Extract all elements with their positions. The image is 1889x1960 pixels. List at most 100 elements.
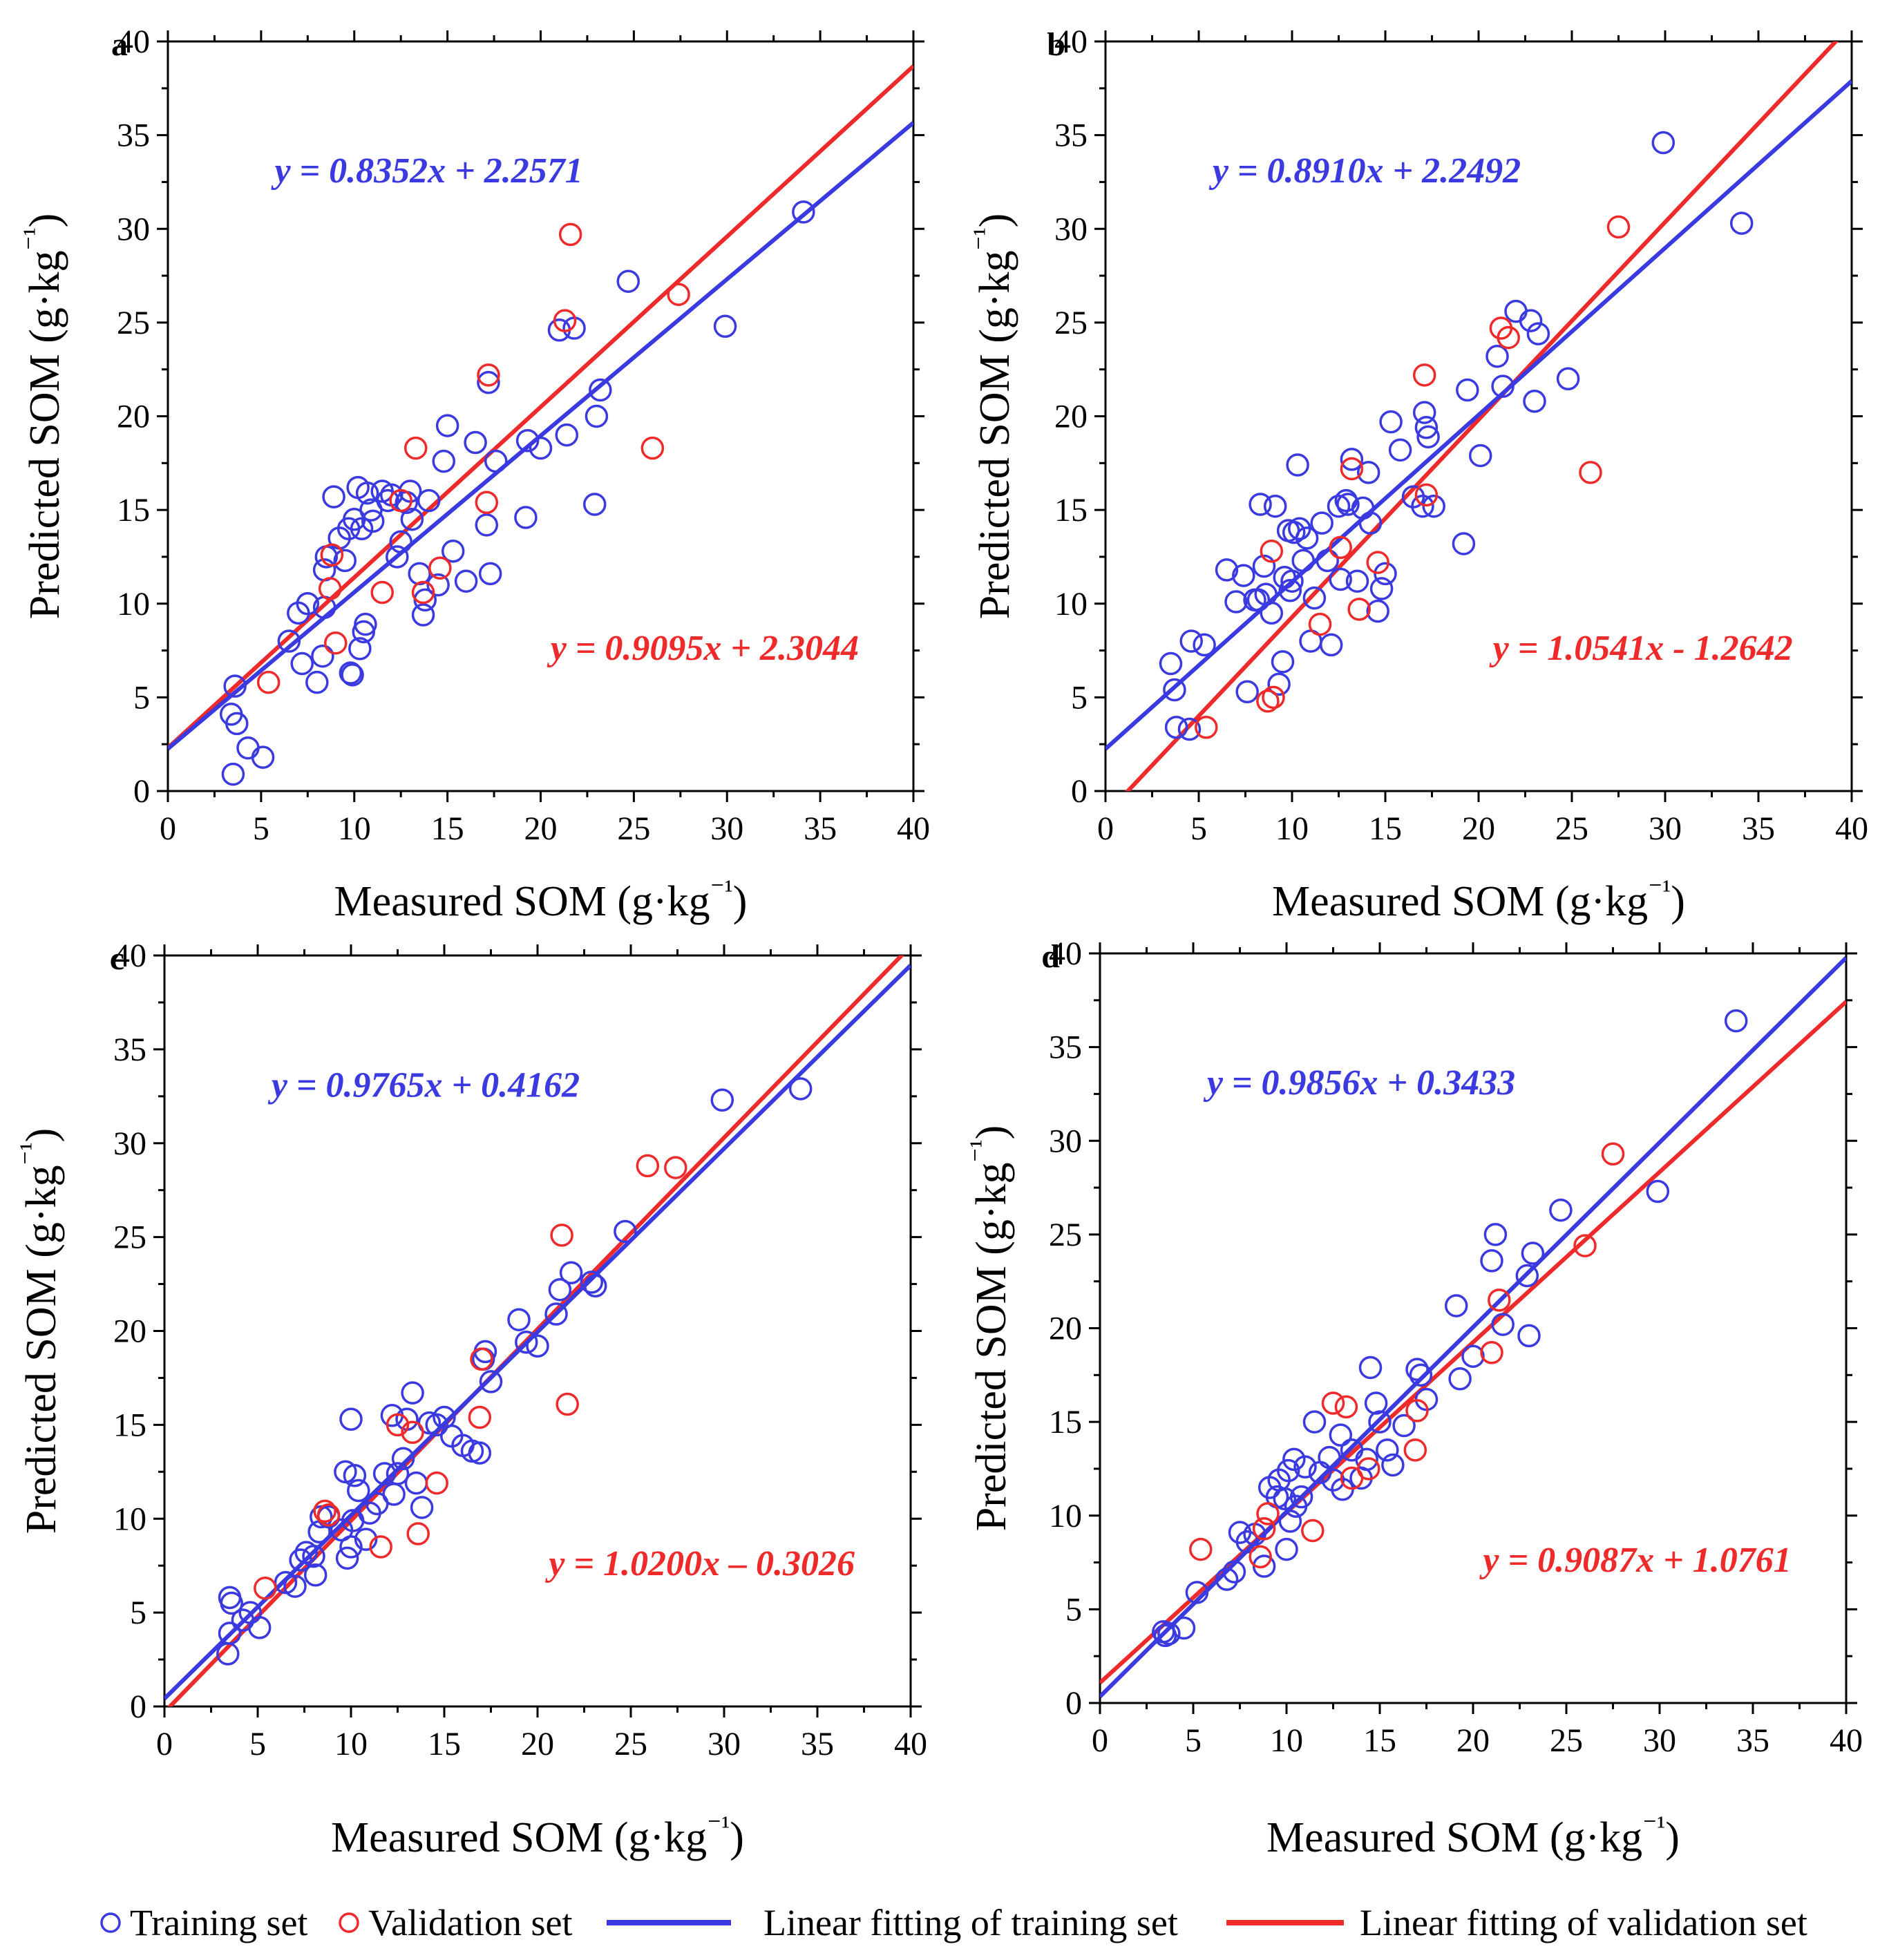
- x-axis-title: Measured SOM (g·kg⁻¹): [331, 1810, 744, 1861]
- validation-point: [1256, 1502, 1280, 1525]
- training-point: [479, 1370, 503, 1393]
- panel-b: 0 5 10 15 20 25 30 35 400510152025303540bMeasure…: [967, 23, 1868, 925]
- training-point: [389, 530, 412, 553]
- training-point: [1452, 532, 1476, 555]
- training-point: [289, 1548, 312, 1572]
- validation-equation: y = 1.0541x - 1.2642: [1489, 629, 1793, 668]
- x-tick-label: 10: [338, 810, 371, 847]
- training-point: [713, 314, 737, 339]
- training-point: [1278, 579, 1302, 602]
- training-point: [1215, 558, 1239, 582]
- x-tick-label: 0: [160, 810, 176, 847]
- training-point: [507, 1308, 531, 1331]
- training-point: [1405, 1358, 1429, 1381]
- training-point: [339, 661, 363, 685]
- validation-point: [475, 491, 499, 515]
- training-point: [354, 612, 377, 636]
- y-tick-label: 25: [117, 305, 150, 341]
- x-tick-label: 5: [1185, 1722, 1202, 1759]
- y-tick-label: 30: [117, 211, 150, 247]
- training-point: [401, 1381, 424, 1405]
- y-tick-label: 40: [113, 938, 146, 974]
- training-point: [1340, 448, 1364, 471]
- training-point: [218, 1621, 242, 1645]
- y-tick-label: 35: [117, 117, 150, 154]
- validation-point: [470, 1347, 493, 1371]
- training-point: [1345, 569, 1369, 593]
- axis-ticks: [157, 30, 924, 802]
- validation-point: [550, 1224, 573, 1247]
- training-point: [1302, 586, 1327, 610]
- training-equation: y = 0.9856x + 0.3433: [1203, 1063, 1515, 1103]
- training-point: [425, 1413, 448, 1437]
- training-point: [1392, 1414, 1416, 1438]
- x-tick-label: 40: [897, 810, 930, 847]
- x-tick-label: 5: [253, 810, 269, 847]
- training-point: [411, 603, 435, 627]
- training-point: [1491, 1313, 1515, 1336]
- validation-point: [1573, 1234, 1597, 1257]
- y-tick-label: 30: [1054, 211, 1088, 247]
- training-point: [382, 1483, 406, 1506]
- training-point: [348, 637, 372, 660]
- training-point: [1193, 633, 1216, 657]
- training-point: [1358, 511, 1383, 535]
- training-point: [432, 449, 455, 473]
- x-tick-label: 30: [710, 810, 743, 847]
- training-point: [283, 1574, 307, 1598]
- y-tick-label: 15: [1054, 492, 1088, 529]
- validation-point: [1308, 612, 1332, 636]
- validation-point: [1347, 598, 1371, 621]
- training-point: [710, 1088, 734, 1112]
- validation-point: [1357, 1457, 1380, 1481]
- training-point: [1356, 461, 1380, 484]
- training-point: [1235, 1530, 1260, 1554]
- y-tick-label: 20: [117, 399, 150, 435]
- validation-point: [1403, 1438, 1427, 1462]
- x-tick-label: 20: [521, 1726, 554, 1762]
- training-point: [1172, 1616, 1196, 1640]
- y-tick-label: 15: [113, 1407, 146, 1443]
- validation-equation: y = 1.0200x – 0.3026: [544, 1544, 855, 1583]
- x-tick-label: 35: [1736, 1722, 1769, 1759]
- training-point: [1271, 650, 1295, 674]
- x-tick-label: 35: [801, 1726, 834, 1762]
- y-tick-label: 15: [1049, 1404, 1082, 1440]
- y-tick-label: 0: [1071, 773, 1088, 810]
- axis-ticks: [153, 944, 922, 1718]
- training-point: [296, 592, 320, 616]
- y-tick-label: 30: [113, 1125, 146, 1162]
- training-point: [1358, 1355, 1383, 1380]
- validation-point: [1262, 685, 1285, 710]
- training-point: [311, 644, 334, 668]
- training-point: [788, 1077, 813, 1101]
- training-point: [1646, 1179, 1670, 1203]
- training-point: [1461, 1344, 1485, 1368]
- panel-label: b: [1047, 26, 1065, 63]
- x-tick-label: 25: [1550, 1722, 1583, 1759]
- training-point: [464, 430, 487, 455]
- y-tick-label: 0: [133, 773, 150, 810]
- training-point: [1724, 1009, 1748, 1033]
- training-point: [1364, 1391, 1388, 1415]
- training-point: [343, 1463, 367, 1487]
- validation-point: [1301, 1519, 1325, 1543]
- y-tick-label: 30: [1049, 1123, 1082, 1159]
- validation-point: [386, 1413, 410, 1437]
- training-point: [1280, 569, 1304, 593]
- y-tick-label: 10: [117, 586, 150, 622]
- legend-training-marker: [100, 1912, 121, 1933]
- training-point: [478, 562, 502, 586]
- x-tick-label: 20: [1462, 810, 1495, 847]
- training-point: [555, 423, 579, 447]
- training-point: [400, 507, 424, 531]
- training-point: [1293, 1455, 1317, 1478]
- validation-point: [468, 1405, 492, 1429]
- training-point: [1327, 494, 1351, 518]
- validation-point: [318, 577, 342, 600]
- y-axis-title: Predicted SOM (g·kg⁻¹): [967, 213, 1018, 620]
- y-tick-label: 25: [113, 1219, 146, 1256]
- validation-point: [425, 1471, 448, 1495]
- panel-a: 0 5 10 15 20 25 30 35 400510152025303540aMeasure…: [17, 23, 930, 925]
